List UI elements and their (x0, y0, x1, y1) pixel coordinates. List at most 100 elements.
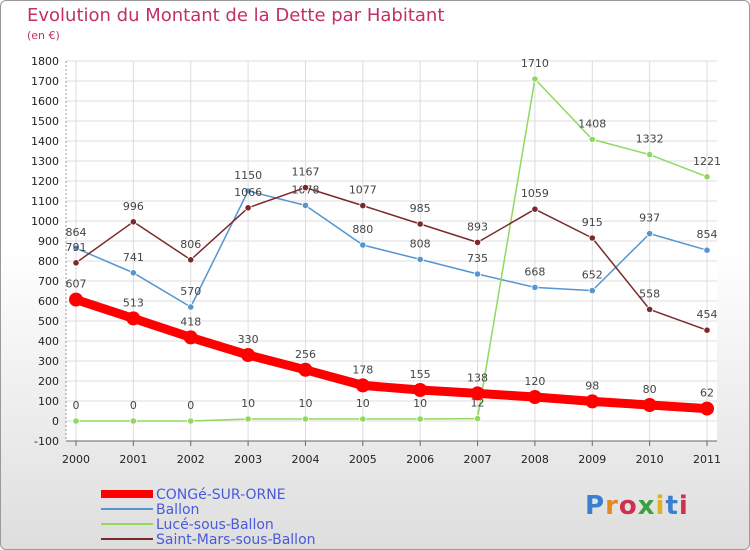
series-point (642, 398, 657, 412)
series-point (531, 205, 539, 213)
series-point (470, 386, 485, 401)
data-label: 741 (123, 251, 144, 264)
series-point (298, 362, 313, 377)
x-tick-label: 2007 (464, 453, 492, 466)
series-point (126, 311, 141, 326)
series-point (69, 292, 83, 307)
series-point (646, 230, 654, 238)
y-tick-label: 200 (38, 375, 59, 388)
data-label: 454 (697, 308, 718, 321)
data-label: 806 (180, 238, 201, 251)
series-point (646, 151, 654, 159)
y-tick-label: 300 (38, 355, 59, 368)
data-label: 418 (180, 315, 201, 328)
series-point (129, 417, 137, 425)
y-tick-label: 1700 (31, 75, 59, 88)
data-label: 791 (66, 241, 87, 254)
series-point (588, 286, 596, 295)
data-label: 880 (352, 223, 373, 236)
x-tick-label: 2000 (62, 453, 90, 466)
data-label: 996 (123, 200, 144, 213)
series-point (187, 417, 195, 425)
data-label: 178 (352, 363, 373, 376)
legend-label: CONGé-SUR-ORNE (156, 487, 286, 503)
data-label: 1221 (693, 155, 721, 168)
series-point (72, 417, 80, 425)
series-point (355, 378, 370, 393)
series-point (585, 394, 600, 409)
series-point (301, 184, 310, 192)
data-label: 10 (298, 397, 312, 410)
data-label: 570 (180, 285, 201, 298)
logo-letter: P (585, 491, 606, 521)
logo-letter: o (618, 491, 638, 521)
data-label: 12 (471, 397, 485, 410)
series-point (241, 348, 256, 362)
series-point (72, 244, 80, 252)
series-point (703, 326, 711, 334)
y-tick-label: 1800 (31, 55, 59, 68)
y-tick-label: 600 (38, 295, 59, 308)
series-point (700, 401, 714, 416)
data-label: 915 (582, 216, 603, 229)
series-line-2 (76, 78, 708, 422)
y-tick-label: 700 (38, 275, 59, 288)
data-label: 1710 (521, 57, 549, 70)
chart-unit: (en €) (27, 29, 60, 42)
series-point (359, 415, 367, 423)
series-line-1 (75, 190, 708, 308)
data-label: 0 (187, 399, 194, 412)
data-label: 513 (123, 296, 144, 309)
data-label: 652 (582, 269, 603, 282)
series-point (531, 75, 539, 83)
data-label: 607 (66, 278, 87, 291)
y-tick-label: 100 (38, 395, 59, 408)
logo-letter: x (637, 491, 656, 521)
data-label: 10 (413, 397, 427, 410)
x-tick-label: 2009 (578, 453, 606, 466)
data-label: 120 (524, 375, 545, 388)
data-label: 155 (410, 368, 431, 381)
series-point (527, 390, 542, 404)
series-point (646, 305, 654, 313)
data-label: 735 (467, 252, 488, 265)
data-label: 937 (639, 212, 660, 225)
legend-label: Saint-Mars-sous-Ballon (156, 532, 316, 548)
legend-label: Ballon (156, 502, 199, 518)
y-tick-label: 900 (38, 235, 59, 248)
data-label: 1066 (234, 186, 262, 199)
data-label: 0 (73, 399, 80, 412)
x-tick-label: 2006 (406, 453, 434, 466)
series-point (244, 204, 252, 212)
logo-letter: r (605, 491, 619, 521)
series-point (301, 201, 310, 209)
series-point (416, 220, 424, 228)
data-label: 98 (585, 379, 599, 392)
series-point (359, 241, 367, 249)
y-tick-label: 500 (38, 315, 59, 328)
data-label: 1408 (578, 117, 606, 130)
y-tick-label: 1100 (31, 195, 59, 208)
series-point (129, 269, 137, 277)
data-label: 808 (410, 237, 431, 250)
series-point (531, 283, 539, 291)
proxiti-logo: Proxiti (585, 491, 689, 521)
series-point (703, 246, 711, 254)
y-tick-label: 800 (38, 255, 59, 268)
y-tick-label: 1000 (31, 215, 59, 228)
series-point (129, 218, 137, 226)
x-tick-label: 2008 (521, 453, 549, 466)
series-point (187, 303, 195, 311)
x-tick-label: 2003 (234, 453, 262, 466)
y-tick-label: 1600 (31, 95, 59, 108)
series-point (359, 202, 367, 210)
series-point (244, 415, 252, 423)
series-point (187, 256, 195, 264)
series-point (588, 234, 596, 242)
data-label: 80 (643, 383, 657, 396)
series-point (703, 173, 711, 181)
x-tick-label: 2002 (177, 453, 205, 466)
data-label: 1332 (636, 133, 664, 146)
series-line-0 (74, 295, 708, 414)
